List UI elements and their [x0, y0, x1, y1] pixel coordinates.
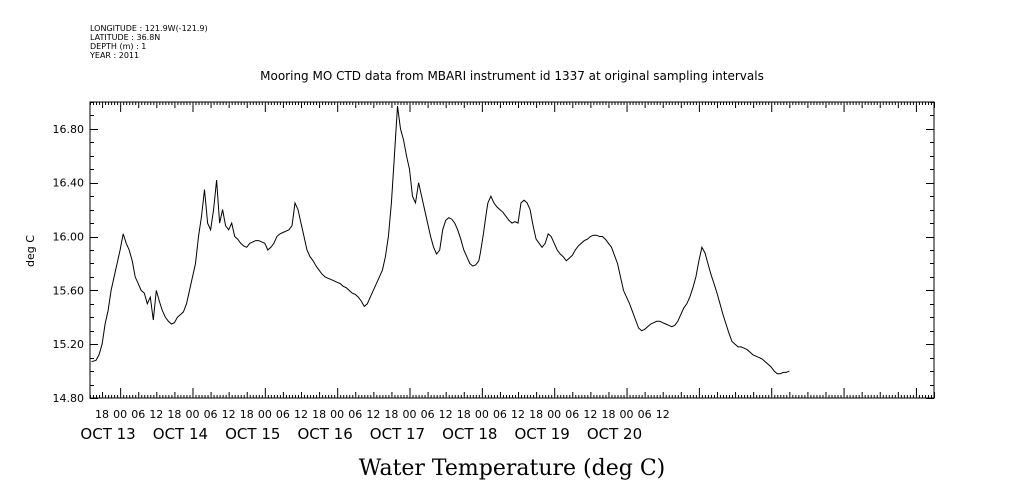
x-tick-label: 06 — [276, 408, 290, 421]
x-day-label: OCT 18 — [442, 425, 497, 443]
x-tick-label: 00 — [113, 408, 127, 421]
x-day-label: OCT 16 — [297, 425, 352, 443]
x-tick-label: 00 — [547, 408, 561, 421]
plot-frame — [89, 101, 935, 399]
x-tick-label: 12 — [149, 408, 163, 421]
plot-area — [91, 105, 790, 375]
x-tick-label: 12 — [656, 408, 670, 421]
x-tick-label: 12 — [583, 408, 597, 421]
x-tick-label: 18 — [167, 408, 181, 421]
x-tick-label: 00 — [258, 408, 272, 421]
x-day-label: OCT 15 — [225, 425, 280, 443]
y-tick-label: 14.80 — [53, 392, 85, 405]
x-tick-label: 00 — [330, 408, 344, 421]
x-tick-label: 18 — [457, 408, 471, 421]
y-tick-label: 16.40 — [53, 177, 85, 190]
x-day-label: OCT 20 — [587, 425, 642, 443]
y-tick-label: 16.00 — [53, 231, 85, 244]
x-day-label: OCT 13 — [80, 425, 135, 443]
x-axis-label: Water Temperature (deg C) — [359, 456, 666, 481]
axes: 18 00 06 12 18 00 06 12 18 00 06 12 18 00 06 12 18 00 06 12… — [53, 101, 935, 443]
x-tick-label: 06 — [565, 408, 579, 421]
x-day-label: OCT 14 — [153, 425, 208, 443]
y-axis-label: deg C — [24, 235, 37, 267]
x-tick-label: 12 — [511, 408, 525, 421]
x-tick-label: 18 — [384, 408, 398, 421]
header-latitude: LATITUDE : 36.8N — [90, 33, 160, 42]
x-tick-label: 12 — [294, 408, 308, 421]
x-tick-label: 12 — [366, 408, 380, 421]
y-tick-marks — [90, 102, 934, 399]
x-tick-label: 06 — [638, 408, 652, 421]
x-tick-label: 18 — [601, 408, 615, 421]
x-tick-label: 06 — [204, 408, 218, 421]
series-line-water-temperature — [91, 105, 790, 375]
chart-title: Mooring MO CTD data from MBARI instrumen… — [260, 69, 764, 83]
x-tick-label: 18 — [95, 408, 109, 421]
x-tick-label: 12 — [439, 408, 453, 421]
x-tick-label: 06 — [493, 408, 507, 421]
x-tick-label: 18 — [529, 408, 543, 421]
x-tick-label: 12 — [222, 408, 236, 421]
x-tick-label: 00 — [185, 408, 199, 421]
y-tick-label: 16.80 — [53, 123, 85, 136]
header-depth: DEPTH (m) : 1 — [90, 42, 146, 51]
x-tick-label: 18 — [312, 408, 326, 421]
y-tick-label: 15.20 — [53, 338, 85, 351]
x-day-label: OCT 17 — [370, 425, 425, 443]
x-tick-label: 18 — [240, 408, 254, 421]
x-tick-label: 06 — [421, 408, 435, 421]
x-tick-label: 00 — [475, 408, 489, 421]
x-tick-label: 06 — [131, 408, 145, 421]
x-day-label: OCT 19 — [514, 425, 569, 443]
x-tick-marks — [90, 102, 935, 398]
header-longitude: LONGITUDE : 121.9W(-121.9) — [90, 24, 208, 33]
x-tick-label: 06 — [348, 408, 362, 421]
x-tick-label: 00 — [403, 408, 417, 421]
x-tick-label: 00 — [620, 408, 634, 421]
y-tick-label: 15.60 — [53, 284, 85, 297]
header-year: YEAR : 2011 — [89, 51, 139, 60]
